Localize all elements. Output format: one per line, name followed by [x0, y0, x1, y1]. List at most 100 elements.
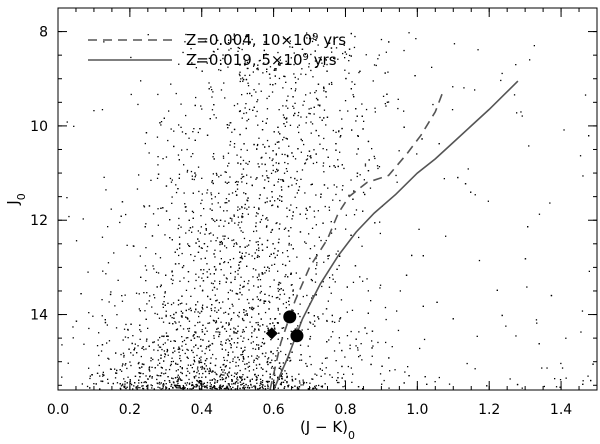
scatter-point — [101, 344, 104, 346]
scatter-point — [269, 323, 271, 325]
scatter-point — [169, 381, 171, 383]
scatter-point — [334, 281, 336, 283]
scatter-point — [197, 370, 199, 372]
scatter-point — [262, 374, 264, 377]
scatter-point — [219, 331, 221, 333]
scatter-point — [355, 345, 357, 347]
scatter-point — [191, 210, 194, 212]
scatter-point — [238, 261, 241, 263]
scatter-point — [211, 371, 213, 373]
scatter-point — [258, 208, 260, 210]
scatter-point — [206, 387, 208, 389]
scatter-point — [279, 195, 281, 197]
scatter-point — [365, 108, 368, 111]
scatter-point — [66, 197, 68, 199]
scatter-point — [242, 387, 244, 389]
scatter-point — [211, 180, 214, 182]
scatter-point — [249, 42, 251, 44]
scatter-point — [188, 308, 190, 311]
scatter-point — [239, 227, 241, 229]
scatter-point — [175, 191, 178, 194]
scatter-point — [255, 115, 257, 117]
scatter-point — [188, 382, 191, 384]
scatter-point — [287, 230, 290, 232]
scatter-point — [258, 197, 261, 200]
scatter-point — [197, 301, 199, 303]
scatter-point — [290, 176, 292, 179]
scatter-point — [300, 138, 302, 141]
scatter-point — [359, 70, 361, 72]
scatter-point — [226, 124, 228, 126]
scatter-point — [199, 312, 201, 314]
scatter-point — [148, 345, 150, 347]
scatter-point — [176, 328, 179, 330]
scatter-point — [153, 294, 155, 296]
scatter-point — [313, 113, 315, 115]
scatter-point — [124, 385, 126, 387]
scatter-point — [209, 298, 212, 300]
scatter-point — [230, 388, 232, 390]
scatter-point — [264, 300, 267, 302]
scatter-point — [337, 372, 339, 374]
scatter-point — [287, 255, 289, 258]
scatter-point — [203, 243, 206, 245]
scatter-point — [241, 379, 243, 381]
scatter-point — [243, 337, 245, 339]
scatter-point — [269, 362, 271, 364]
scatter-point — [227, 66, 229, 68]
scatter-point — [116, 372, 118, 374]
scatter-point — [201, 365, 203, 368]
scatter-point — [273, 367, 275, 369]
scatter-point — [171, 282, 174, 285]
scatter-point — [251, 386, 253, 388]
scatter-point — [307, 388, 310, 390]
scatter-point — [243, 285, 245, 288]
scatter-point — [125, 323, 127, 326]
scatter-point — [145, 132, 148, 134]
scatter-point — [211, 388, 213, 390]
scatter-point — [234, 271, 236, 273]
scatter-point — [298, 111, 300, 114]
scatter-point — [229, 217, 232, 219]
scatter-point — [212, 234, 214, 236]
scatter-point — [284, 161, 286, 164]
scatter-point — [296, 179, 298, 181]
scatter-point — [264, 146, 266, 148]
scatter-point — [279, 133, 281, 135]
scatter-point — [292, 96, 294, 98]
scatter-point — [257, 69, 259, 71]
scatter-point — [224, 261, 226, 263]
scatter-point — [106, 324, 108, 326]
scatter-point — [264, 272, 266, 274]
scatter-point — [237, 382, 239, 384]
scatter-point — [96, 372, 99, 374]
scatter-point — [214, 256, 216, 258]
scatter-point — [243, 378, 246, 380]
scatter-point — [256, 367, 258, 369]
scatter-point — [261, 175, 264, 177]
scatter-point — [139, 387, 141, 389]
scatter-point — [275, 154, 277, 156]
scatter-point — [266, 175, 268, 177]
scatter-point — [565, 377, 567, 379]
scatter-point — [67, 362, 69, 364]
scatter-point — [297, 126, 299, 128]
scatter-point — [301, 169, 304, 171]
scatter-point — [115, 372, 117, 374]
scatter-point — [237, 209, 239, 211]
scatter-point — [185, 33, 187, 36]
scatter-point — [129, 382, 132, 385]
scatter-point — [245, 35, 247, 38]
scatter-point — [160, 372, 163, 374]
scatter-point — [336, 186, 338, 188]
scatter-point — [371, 355, 373, 357]
scatter-point — [358, 356, 360, 358]
scatter-point — [102, 373, 104, 375]
scatter-point — [299, 359, 301, 361]
scatter-point — [374, 111, 376, 113]
scatter-point — [180, 371, 182, 374]
scatter-point — [312, 387, 315, 389]
scatter-point — [168, 322, 171, 324]
scatter-point — [368, 159, 370, 161]
